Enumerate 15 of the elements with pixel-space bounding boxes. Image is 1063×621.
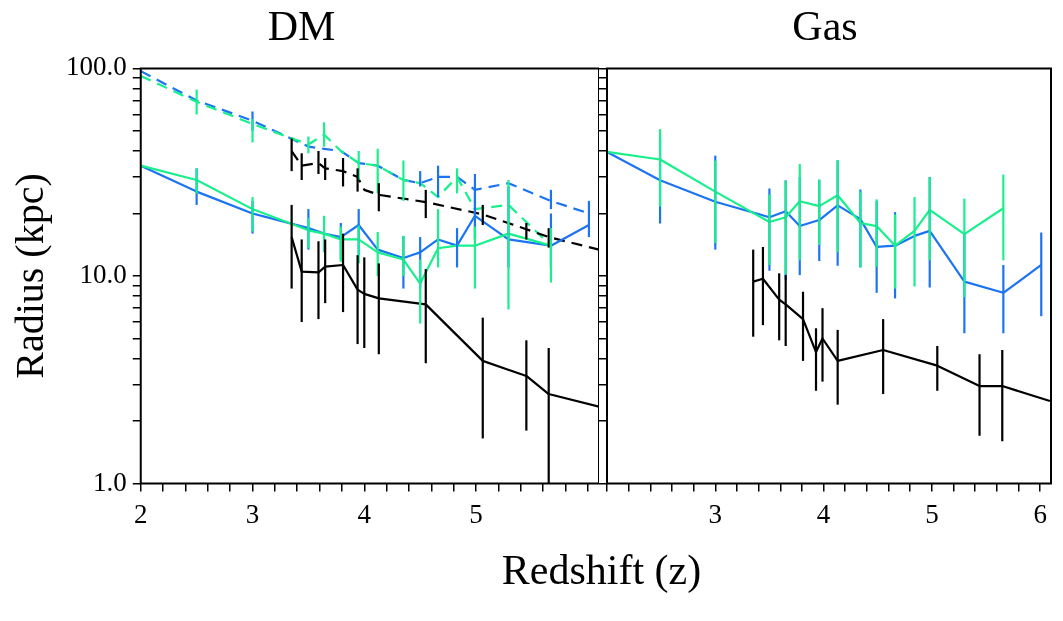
x-tick-label: 4 (816, 498, 831, 529)
x-axis-title: Redshift (z) (500, 546, 703, 595)
y-tick-label: 1.0 (93, 466, 127, 497)
x-tick-label: 5 (469, 498, 483, 529)
chart-title: Gas (792, 3, 858, 50)
x-tick-label: 6 (1033, 498, 1047, 529)
y-tick-label: 100.0 (66, 51, 127, 82)
x-tick-label: 3 (708, 498, 723, 529)
chart-title: DM (267, 3, 336, 50)
x-tick-label: 3 (245, 498, 260, 529)
x-tick-label: 5 (925, 498, 939, 529)
x-tick-label: 4 (357, 498, 372, 529)
y-tick-label: 10.0 (79, 259, 127, 290)
x-tick-label: 2 (134, 498, 148, 529)
y-axis-title: Radius (kpc) (6, 173, 52, 379)
